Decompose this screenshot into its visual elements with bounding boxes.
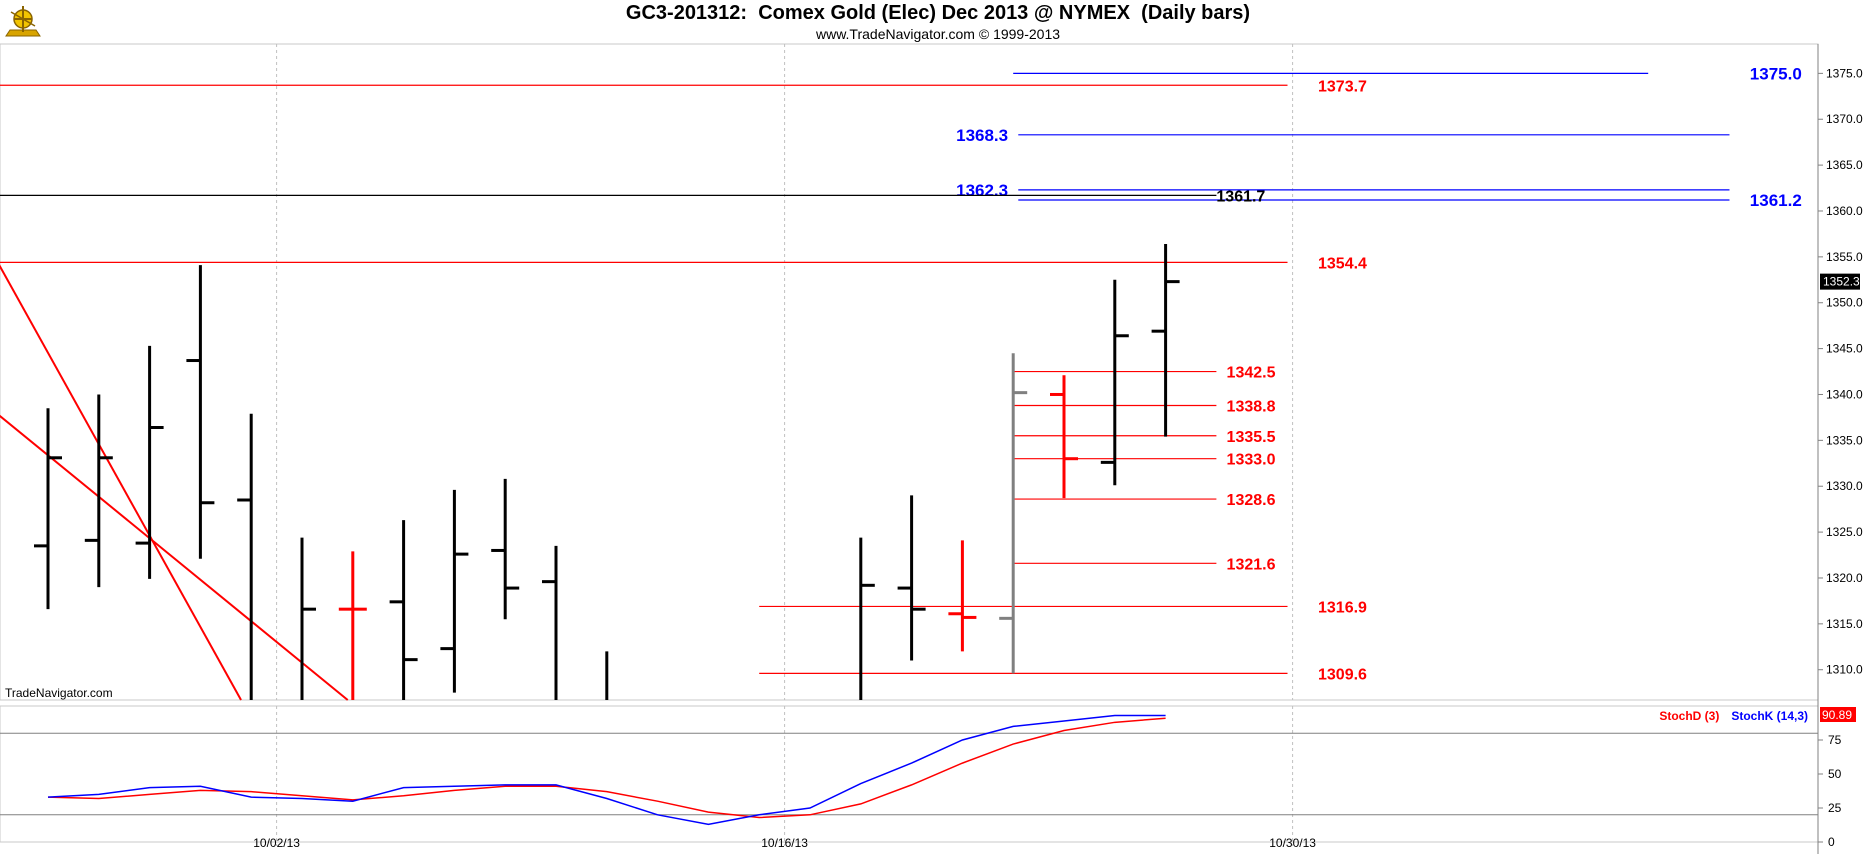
watermark: TradeNavigator.com [5, 686, 113, 700]
level-label-1338.8: 1338.8 [1227, 398, 1276, 415]
y-tick-label: 1325.0 [1826, 525, 1863, 539]
ohlc-bar [135, 345, 164, 579]
stoch-legend-stochd: StochD (3) [1659, 709, 1719, 723]
ohlc-bar [34, 408, 62, 610]
ohlc-bar [186, 265, 215, 559]
ohlc-bar [389, 520, 418, 700]
level-label-1373.7: 1373.7 [1318, 78, 1367, 95]
level-label-1362.3: 1362.3 [956, 181, 1008, 200]
level-label-1342.5: 1342.5 [1227, 365, 1276, 382]
stochK-line [47, 714, 1166, 826]
trendlines [0, 264, 349, 701]
y-tick-label: 1375.0 [1826, 66, 1863, 80]
level-label-1316.9: 1316.9 [1318, 599, 1367, 616]
level-label-1375.0: 1375.0 [1750, 64, 1802, 83]
x-tick-label: 10/30/13 [1269, 836, 1316, 850]
y-tick-label: 1365.0 [1826, 158, 1863, 172]
last-price-tag-bg [1820, 273, 1860, 290]
stoch-tick-label: 0 [1828, 835, 1835, 849]
time-axis: 10/02/13 10/16/13 10/30/13 [253, 836, 1316, 850]
ohlc-bar [84, 394, 113, 588]
ohlc-bar [859, 537, 875, 700]
stoch-legend-stochk: StochK (14,3) [1731, 709, 1808, 723]
level-label-1361.2: 1361.2 [1750, 191, 1802, 210]
chart-subtitle: www.TradeNavigator.com © 1999-2013 [815, 26, 1061, 42]
level-label-1354.4: 1354.4 [1318, 255, 1367, 272]
y-tick-label: 1345.0 [1826, 342, 1863, 356]
level-label-1333.0: 1333.0 [1227, 452, 1276, 469]
stoch-tick-label: 50 [1828, 767, 1842, 781]
stoch-tick-label: 25 [1828, 801, 1842, 815]
level-label-1361.7: 1361.7 [1216, 188, 1265, 205]
y-tick-label: 1330.0 [1826, 479, 1863, 493]
level-label-1328.6: 1328.6 [1227, 492, 1276, 509]
ohlc-bar [542, 545, 558, 700]
x-tick-label: 10/02/13 [253, 836, 300, 850]
ohlc-bar [1151, 244, 1180, 437]
y-tick-label: 1315.0 [1826, 617, 1863, 631]
ohlc-bar [440, 489, 469, 693]
y-tick-label: 1355.0 [1826, 250, 1863, 264]
chart-title: GC3-201312: Comex Gold (Elec) Dec 2013 @… [625, 2, 1251, 24]
trendline [0, 414, 349, 701]
ohlc-bar [897, 495, 926, 661]
y-tick-label: 1350.0 [1826, 296, 1863, 310]
price-levels: 1375.0 1373.7 1368.3 1362.3 1361.2 1361.7 1354… [0, 64, 1802, 683]
stoch-panel-frame [0, 705, 1819, 843]
x-tick-label: 10/16/13 [761, 836, 808, 850]
price-axis: 1310.0 1315.0 1320.0 1325.0 1330.0 1335.0 1340… [1818, 66, 1863, 677]
stochD-line [47, 717, 1166, 819]
stochastic-panel: 0 25 50 75 90.89 StochK (14,3) StochD (3) [0, 707, 1856, 849]
ohlc-bar [338, 551, 367, 700]
level-label-1368.3: 1368.3 [956, 126, 1008, 145]
grid [0, 43, 1819, 854]
y-tick-label: 1360.0 [1826, 204, 1863, 218]
ohlc-bar [1050, 375, 1078, 499]
stoch-value-tag: 90.89 [1822, 708, 1852, 722]
ohlc-bar [237, 413, 253, 700]
ohlc-bar [300, 537, 316, 700]
stoch-tick-label: 75 [1828, 733, 1842, 747]
trendline [0, 264, 242, 701]
level-label-1321.6: 1321.6 [1227, 556, 1276, 573]
stoch-value-tag-bg [1820, 707, 1856, 722]
y-tick-label: 1320.0 [1826, 571, 1863, 585]
trade-navigator-logo-icon [2, 2, 44, 42]
y-tick-label: 1310.0 [1826, 663, 1863, 677]
ohlc-bar [948, 540, 977, 652]
ohlc-bar [1100, 279, 1129, 486]
ohlc-bar [999, 353, 1028, 674]
y-tick-label: 1370.0 [1826, 112, 1863, 126]
level-label-1309.6: 1309.6 [1318, 666, 1367, 683]
ohlc-bar [491, 478, 520, 620]
price-bars [34, 244, 1180, 700]
price-panel-frame [0, 43, 1819, 701]
last-price-tag: 1352.3 [1823, 275, 1860, 289]
level-label-1335.5: 1335.5 [1227, 429, 1276, 446]
y-tick-label: 1340.0 [1826, 387, 1863, 401]
y-tick-label: 1335.0 [1826, 433, 1863, 447]
